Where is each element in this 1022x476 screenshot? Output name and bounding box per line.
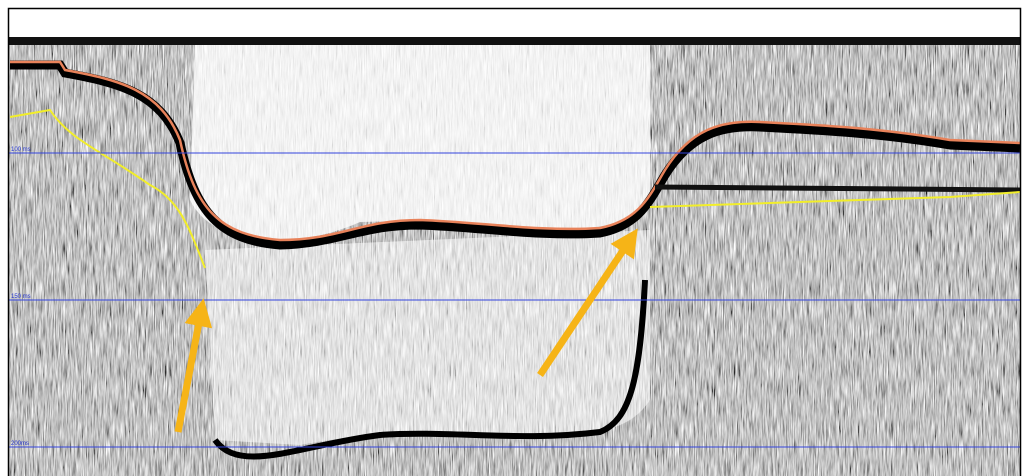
depth-label: 200ms xyxy=(11,441,29,447)
top-band xyxy=(9,37,1020,45)
depth-label: 150 ms xyxy=(11,294,31,300)
sub-reflector xyxy=(655,187,1020,190)
radargram: 100 ms 150 ms 200ms xyxy=(0,0,1022,476)
top-blank xyxy=(9,9,1020,41)
depth-label: 100 ms xyxy=(11,147,31,153)
water-column xyxy=(190,45,650,240)
image: 100 ms 150 ms 200ms xyxy=(9,9,1020,476)
light-zone xyxy=(205,230,650,445)
page: 100 ms 150 ms 200ms (() => { const data … xyxy=(0,0,1022,476)
